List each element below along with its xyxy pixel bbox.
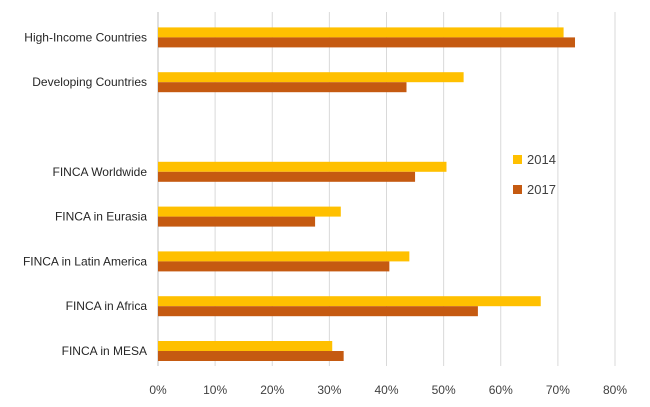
bar-2014-finca-in-latin-america xyxy=(158,251,410,262)
bar-2017-finca-in-africa xyxy=(158,306,478,317)
x-tick-label: 60% xyxy=(489,383,513,397)
bar-2014-finca-worldwide xyxy=(158,161,447,172)
legend-swatch-2014 xyxy=(513,155,522,164)
category-labels: High-Income Countries Developing Countrie… xyxy=(23,30,147,358)
category-label: FINCA Worldwide xyxy=(53,165,148,179)
legend: 2014 2017 xyxy=(513,152,556,197)
x-tick-label: 20% xyxy=(260,383,284,397)
x-tick-label: 50% xyxy=(432,383,456,397)
x-tick-label: 40% xyxy=(374,383,398,397)
legend-swatch-2017 xyxy=(513,185,522,194)
bar-2014-finca-in-africa xyxy=(158,296,541,307)
x-tick-label: 0% xyxy=(149,383,167,397)
gridlines xyxy=(157,12,616,366)
category-label: FINCA in Africa xyxy=(66,299,148,313)
x-tick-label: 70% xyxy=(546,383,570,397)
bar-2017-finca-worldwide xyxy=(158,171,416,182)
bar-2017-finca-in-mesa xyxy=(158,351,344,361)
bar-2014-developing-countries xyxy=(158,72,464,83)
category-label: FINCA in Eurasia xyxy=(55,210,147,224)
bar-2017-finca-in-eurasia xyxy=(158,216,316,227)
category-label: FINCA in MESA xyxy=(62,344,147,358)
x-tick-label: 30% xyxy=(317,383,341,397)
bar-2017-finca-in-latin-america xyxy=(158,261,390,272)
category-label: Developing Countries xyxy=(32,75,147,89)
bars xyxy=(158,27,576,361)
bar-2014-finca-in-mesa xyxy=(158,341,333,351)
legend-label-2017: 2017 xyxy=(527,182,556,197)
x-tick-label: 10% xyxy=(203,383,227,397)
bar-2014-finca-in-eurasia xyxy=(158,206,341,217)
bar-2017-high-income-countries xyxy=(158,37,576,48)
x-axis-ticks: 0% 10% 20% 30% 40% 50% 60% 70% 80% xyxy=(149,383,627,397)
bar-2017-developing-countries xyxy=(158,82,407,93)
legend-label-2014: 2014 xyxy=(527,152,556,167)
category-label: High-Income Countries xyxy=(24,30,147,44)
category-label: FINCA in Latin America xyxy=(23,254,147,268)
x-tick-label: 80% xyxy=(603,383,627,397)
bar-2014-high-income-countries xyxy=(158,27,564,38)
